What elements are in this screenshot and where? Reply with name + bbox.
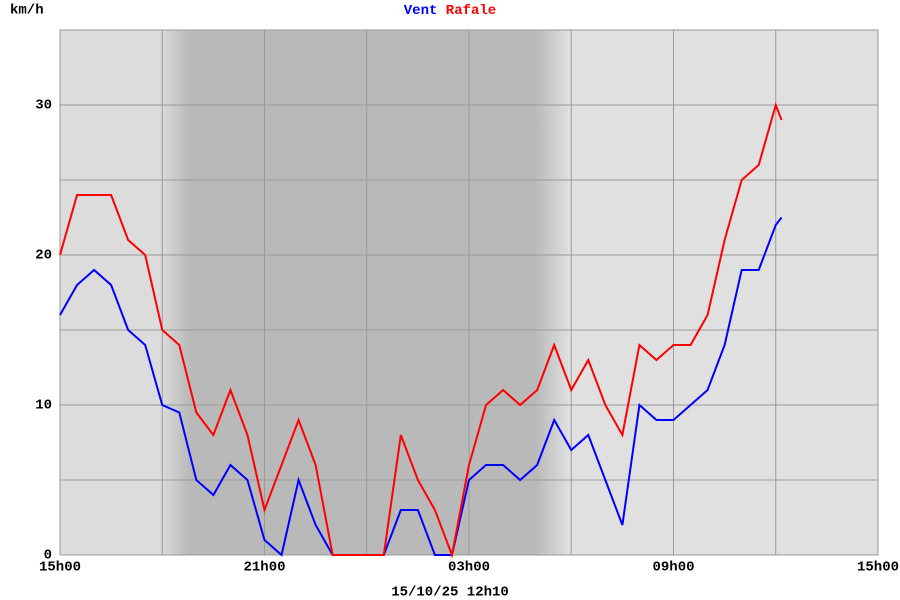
series-line: [59, 216, 783, 557]
legend-entry: Rafale: [446, 3, 496, 19]
x-tick-label: 09h00: [652, 560, 694, 576]
series-lines: [59, 101, 783, 559]
x-tick-label: 15h00: [39, 560, 81, 576]
x-tick-label: 15h00: [857, 560, 899, 576]
night-shade: [190, 30, 535, 555]
y-tick-label: 30: [35, 98, 52, 114]
legend: Vent Rafale: [404, 3, 496, 19]
x-tick-label: 21h00: [243, 560, 285, 576]
series-line: [59, 101, 783, 559]
legend-entry: Vent: [404, 3, 438, 19]
y-tick-label: 10: [35, 398, 52, 414]
y-tick-label: 20: [35, 248, 52, 264]
timestamp: 15/10/25 12h10: [391, 585, 509, 600]
labels: 0 10 20 30 15h00 21h00 03h00 09h00 15h00 Vent Raf…: [35, 3, 899, 576]
day-shade: [570, 30, 878, 555]
x-tick-label: 03h00: [448, 560, 490, 576]
y-unit-label: km/h: [10, 3, 44, 19]
dawn-shade: [535, 30, 570, 555]
dusk-shade: [160, 30, 190, 555]
y-tick-label: 0: [44, 548, 52, 564]
